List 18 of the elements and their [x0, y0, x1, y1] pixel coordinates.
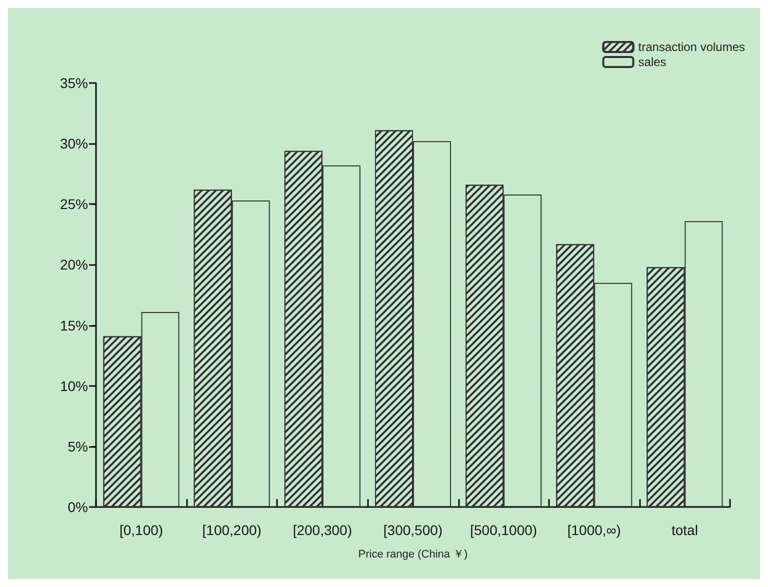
- x-tick-label: [100,200): [202, 522, 262, 538]
- y-tick-label: 0%: [68, 499, 88, 515]
- y-tick-label: 15%: [60, 317, 88, 334]
- x-tick-label: total: [671, 522, 698, 538]
- x-tick-label: [300,500): [383, 522, 443, 538]
- legend-label: transaction volumes: [638, 40, 745, 54]
- y-tick-label: 25%: [60, 196, 88, 212]
- legend-label: sales: [638, 55, 666, 69]
- x-tick-label: [0,100): [119, 522, 164, 538]
- x-axis-title: Price range (China ￥): [358, 548, 468, 560]
- y-tick-label: 5%: [68, 438, 88, 454]
- x-tick-label: [500,1000): [470, 522, 538, 538]
- x-tick-label: [1000,∞): [567, 522, 621, 538]
- y-tick-label: 35%: [60, 75, 88, 91]
- y-tick-label: 10%: [60, 378, 88, 394]
- x-tick-label: [200,300): [292, 522, 352, 538]
- y-tick-label: 30%: [60, 136, 88, 152]
- y-tick-label: 20%: [60, 256, 88, 273]
